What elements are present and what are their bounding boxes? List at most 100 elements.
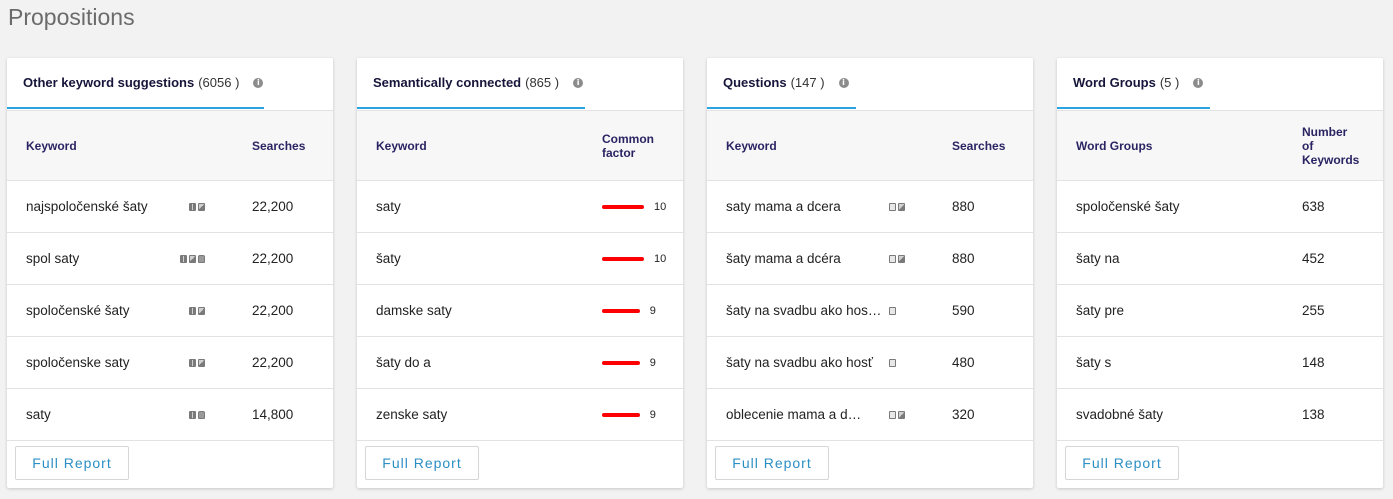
keyword-link[interactable]: saty mama a dcera: [726, 199, 841, 214]
keyword-link[interactable]: šaty na svadbu ako hosť: [726, 355, 873, 370]
serp-features: [189, 181, 205, 232]
tab-semantically-connected[interactable]: Semantically connected (865 ) i: [357, 58, 585, 109]
card-footer: Full Report: [7, 438, 333, 488]
tab-count: (5 ): [1159, 75, 1180, 90]
column-header-line: Keywords: [1302, 152, 1360, 167]
searches-value: 22,200: [252, 303, 294, 318]
card-semantically-connected: Semantically connected (865 ) i Keyword …: [357, 58, 683, 488]
column-header-common-factor[interactable]: Common factor: [602, 111, 654, 180]
factor-bar: [602, 204, 644, 209]
searches-value: 22,200: [252, 199, 294, 214]
table-row: spoločenské šaty 22,200: [7, 285, 333, 337]
searches-value: 880: [952, 251, 975, 266]
table-row: šaty do a 9: [357, 337, 683, 389]
column-header-number-of-keywords[interactable]: Number of Keywords: [1302, 111, 1359, 180]
keyword-count: 255: [1302, 303, 1325, 318]
info-icon[interactable]: i: [1193, 77, 1204, 88]
card-header: Word Groups (5 ) i: [1057, 58, 1383, 111]
factor-value: 10: [654, 200, 667, 213]
info-icon[interactable]: i: [573, 77, 584, 88]
image-icon: [898, 202, 905, 211]
full-report-button[interactable]: Full Report: [365, 446, 479, 480]
keyword-link[interactable]: spoločenské šaty: [26, 303, 130, 318]
full-report-button[interactable]: Full Report: [715, 446, 829, 480]
tab-count: (865 ): [525, 75, 560, 90]
searches-value: 22,200: [252, 355, 294, 370]
map-icon: [189, 202, 196, 211]
factor-value: 9: [649, 356, 656, 369]
column-header-word-groups[interactable]: Word Groups: [1076, 138, 1153, 153]
tab-label: Other keyword suggestions: [23, 75, 195, 90]
table-row: zenske saty 9: [357, 389, 683, 441]
column-header-line: of: [1302, 138, 1314, 153]
factor-value: 10: [654, 252, 667, 265]
word-group-link[interactable]: spoločenské šaty: [1076, 199, 1180, 214]
map-icon: [189, 306, 196, 315]
column-header-line: factor: [602, 145, 636, 160]
shopping-icon: [198, 410, 205, 419]
table-row: saty mama a dcera 880: [707, 181, 1033, 233]
image-icon: [189, 254, 196, 263]
full-report-button[interactable]: Full Report: [15, 446, 129, 480]
column-header-keyword[interactable]: Keyword: [726, 138, 777, 153]
searches-value: 14,800: [252, 407, 294, 422]
keyword-link[interactable]: spol saty: [26, 251, 80, 266]
column-header-searches[interactable]: Searches: [952, 138, 1006, 153]
tab-label: Word Groups: [1073, 75, 1156, 90]
searches-value: 880: [952, 199, 975, 214]
factor-cell: 10: [602, 233, 666, 284]
keyword-link[interactable]: zenske saty: [376, 407, 448, 422]
searches-value: 480: [952, 355, 975, 370]
image-icon: [898, 254, 905, 263]
tab-word-groups[interactable]: Word Groups (5 ) i: [1057, 58, 1210, 109]
shopping-icon: [198, 254, 205, 263]
info-icon[interactable]: i: [253, 77, 264, 88]
word-group-link[interactable]: svadobné šaty: [1076, 407, 1164, 422]
factor-bar: [602, 412, 640, 417]
keyword-link[interactable]: šaty do a: [376, 355, 431, 370]
keyword-link[interactable]: šaty: [376, 251, 401, 266]
keyword-link[interactable]: damske saty: [376, 303, 452, 318]
keyword-link[interactable]: najspoločenské šaty: [26, 199, 148, 214]
question-icon: [889, 306, 896, 315]
keyword-link[interactable]: oblecenie mama a d…: [726, 407, 862, 422]
word-group-link[interactable]: šaty na: [1076, 251, 1120, 266]
keyword-link[interactable]: šaty na svadbu ako hos…: [726, 303, 882, 318]
question-icon: [889, 202, 896, 211]
serp-features: [180, 233, 205, 284]
keyword-link[interactable]: saty: [26, 407, 51, 422]
card-other-keyword-suggestions: Other keyword suggestions (6056 ) i Keyw…: [7, 58, 333, 488]
searches-value: 22,200: [252, 251, 294, 266]
table-row: šaty na 452: [1057, 233, 1383, 285]
column-header-searches[interactable]: Searches: [252, 138, 306, 153]
word-group-link[interactable]: šaty pre: [1076, 303, 1125, 318]
factor-value: 9: [649, 304, 656, 317]
tab-questions[interactable]: Questions (147 ) i: [707, 58, 856, 109]
info-icon[interactable]: i: [838, 77, 849, 88]
word-group-link[interactable]: šaty s: [1076, 355, 1112, 370]
serp-features: [189, 337, 205, 388]
card-footer: Full Report: [1057, 438, 1383, 488]
keyword-link[interactable]: spoločenske saty: [26, 355, 130, 370]
factor-cell: 10: [602, 181, 666, 232]
table-body: najspoločenské šaty 22,200 spol saty 22,…: [7, 181, 333, 441]
card-header: Semantically connected (865 ) i: [357, 58, 683, 111]
card-header: Other keyword suggestions (6056 ) i: [7, 58, 333, 111]
image-icon: [198, 202, 205, 211]
keyword-link[interactable]: saty: [376, 199, 401, 214]
full-report-button[interactable]: Full Report: [1065, 446, 1179, 480]
question-icon: [889, 410, 896, 419]
table-row: najspoločenské šaty 22,200: [7, 181, 333, 233]
tab-other-keyword-suggestions[interactable]: Other keyword suggestions (6056 ) i: [7, 58, 264, 109]
keyword-link[interactable]: šaty mama a dcéra: [726, 251, 841, 266]
card-header: Questions (147 ) i: [707, 58, 1033, 111]
table-header: Keyword Searches: [707, 111, 1033, 181]
serp-features: [889, 337, 896, 388]
factor-bar: [602, 360, 640, 365]
card-questions: Questions (147 ) i Keyword Searches saty…: [707, 58, 1033, 488]
column-header-keyword[interactable]: Keyword: [376, 138, 427, 153]
map-icon: [189, 358, 196, 367]
column-header-keyword[interactable]: Keyword: [26, 138, 77, 153]
page-title: Propositions: [8, 4, 135, 30]
factor-bar: [602, 308, 640, 313]
